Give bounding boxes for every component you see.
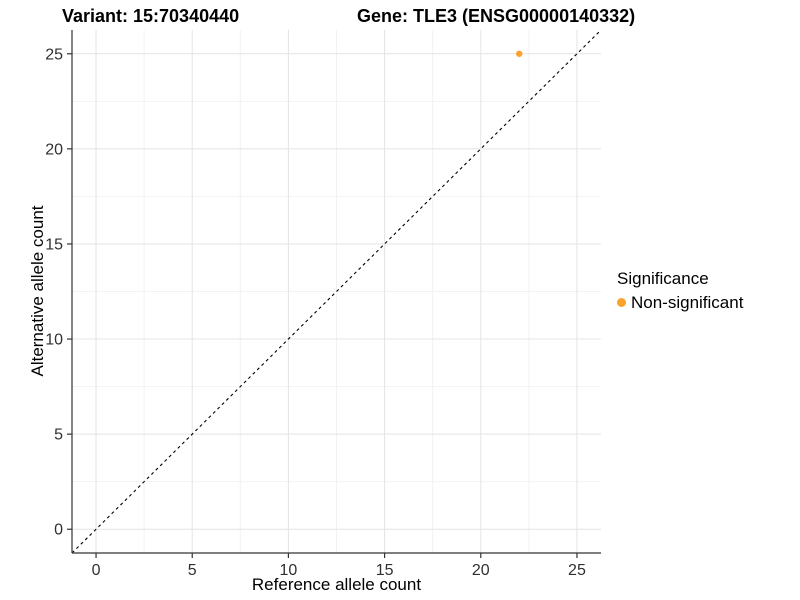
- y-tick-label: 25: [45, 46, 63, 63]
- y-tick-label: 5: [54, 427, 63, 444]
- x-tick-label: 10: [280, 562, 298, 579]
- y-tick-label: 15: [45, 236, 63, 253]
- variant-title: Variant: 15:70340440: [62, 6, 240, 26]
- x-tick-label: 15: [376, 562, 394, 579]
- data-point[interactable]: [516, 50, 523, 57]
- y-tick-label: 10: [45, 332, 63, 349]
- legend-point-icon: [617, 298, 626, 307]
- x-axis-title: Reference allele count: [251, 575, 422, 594]
- x-tick-label: 25: [568, 562, 586, 579]
- y-axis-title: Alternative allele count: [28, 205, 47, 377]
- legend-item-non-significant[interactable]: Non-significant: [617, 293, 743, 312]
- legend-title: Significance: [617, 269, 709, 288]
- x-tick-label: 0: [92, 562, 101, 579]
- legend: Significance Non-significant: [617, 269, 743, 312]
- x-tick-label: 20: [472, 562, 490, 579]
- x-tick-label: 5: [188, 562, 197, 579]
- y-tick-label: 20: [45, 141, 63, 158]
- y-tick-label: 0: [54, 522, 63, 539]
- legend-item-label: Non-significant: [631, 293, 744, 312]
- gene-title: Gene: TLE3 (ENSG00000140332): [357, 6, 636, 26]
